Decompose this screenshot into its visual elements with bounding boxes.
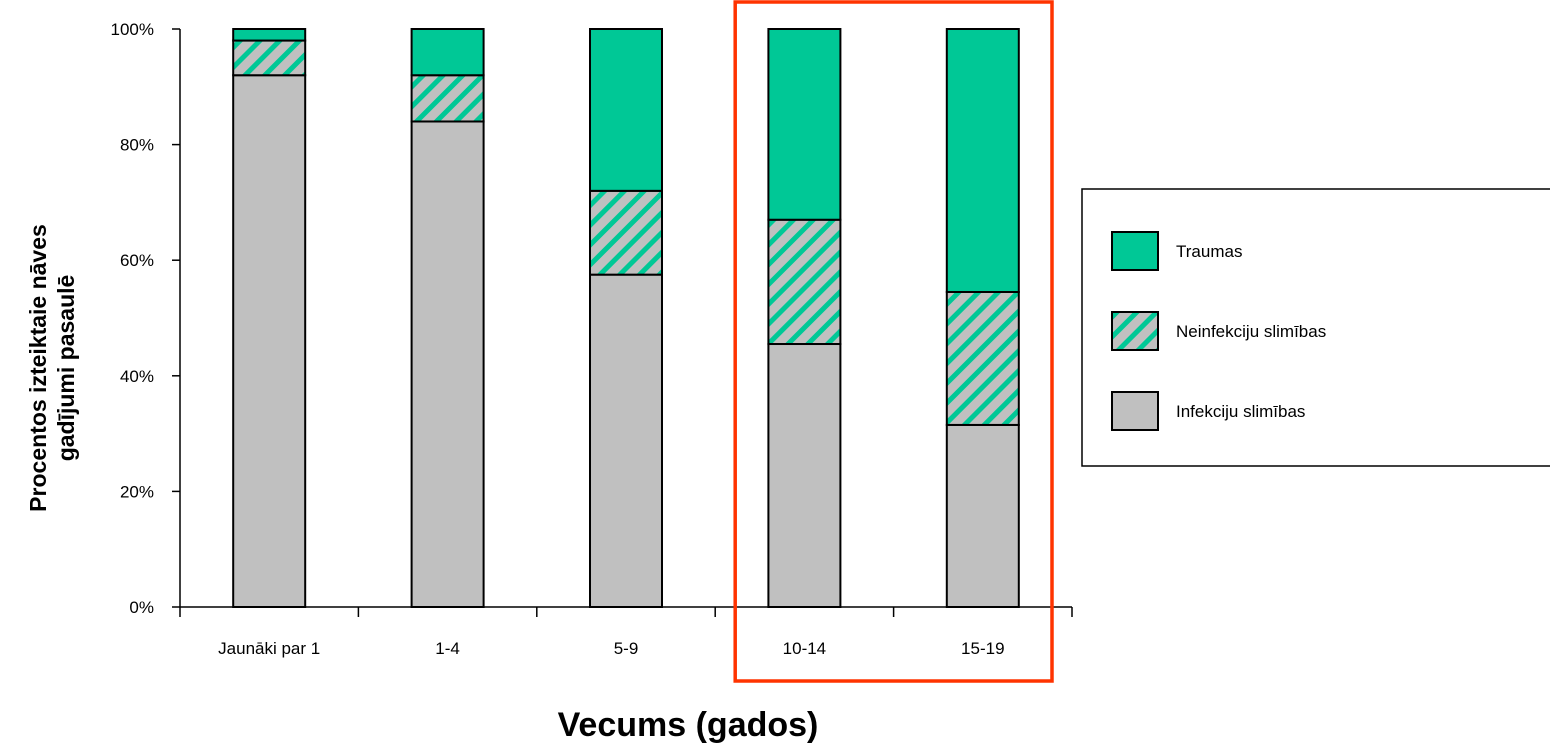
y-axis-title-line-2: gadījumi pasaulē (53, 275, 79, 462)
x-tick-label: 1-4 (435, 639, 460, 658)
y-tick-label: 60% (120, 251, 154, 270)
bar-segment-infekciju-slimibas (767, 343, 842, 608)
x-tick-label: 15-19 (961, 639, 1004, 658)
legend: Traumas Neinfekciju slimības Infekciju sli… (1081, 188, 1550, 467)
highlight-box (733, 0, 1054, 683)
bar-segment-neinfekciju-slimibas (410, 74, 485, 123)
x-axis-title: Vecums (gados) (558, 706, 819, 743)
legend-label-neinfekciju-slimibas: Neinfekciju slimības (1176, 322, 1326, 341)
bar-segment-neinfekciju-slimibas (232, 39, 307, 77)
y-axis-title: Procentos izteiktaie nāves gadījumi pasa… (25, 224, 79, 512)
legend-swatch-infekciju-slimibas (1111, 391, 1159, 431)
y-tick-label: 40% (120, 367, 154, 386)
bar-segment-infekciju-slimibas (410, 120, 485, 608)
y-tick-label: 20% (120, 482, 154, 501)
bar-segment-traumas (945, 28, 1020, 293)
bar-segment-infekciju-slimibas (589, 273, 663, 608)
bar-segment-neinfekciju-slimibas (767, 218, 842, 346)
legend-frame (1081, 188, 1550, 467)
y-axis-ticks: 0% 20% 40% 60% 80% 100% (111, 20, 180, 617)
y-tick-label: 0% (129, 598, 154, 617)
bar-segment-neinfekciju-slimibas (589, 189, 663, 276)
bar-segment-traumas (410, 28, 485, 77)
y-tick-label: 100% (111, 20, 154, 39)
legend-swatch-traumas (1111, 231, 1159, 271)
y-axis-title-line-1: Procentos izteiktaie nāves (25, 224, 51, 512)
bar-segment-traumas (232, 28, 307, 42)
x-tick-label: Jaunāki par 1 (218, 639, 320, 658)
x-tick-label: 10-14 (783, 639, 826, 658)
x-axis-ticks: Jaunāki par 1 1-4 5-9 10-14 15-19 (179, 607, 1073, 658)
bar-segment-neinfekciju-slimibas (945, 290, 1020, 426)
legend-swatch-neinfekciju-slimibas (1111, 311, 1159, 351)
bar-segment-infekciju-slimibas (945, 423, 1020, 608)
legend-label-infekciju-slimibas: Infekciju slimības (1176, 402, 1305, 421)
bar-segment-traumas (589, 28, 663, 192)
y-tick-label: 80% (120, 136, 154, 155)
bar-segment-traumas (767, 28, 842, 221)
legend-label-traumas: Traumas (1176, 242, 1242, 261)
bars-group (232, 28, 1020, 609)
bar-segment-infekciju-slimibas (232, 74, 307, 609)
x-tick-label: 5-9 (614, 639, 639, 658)
